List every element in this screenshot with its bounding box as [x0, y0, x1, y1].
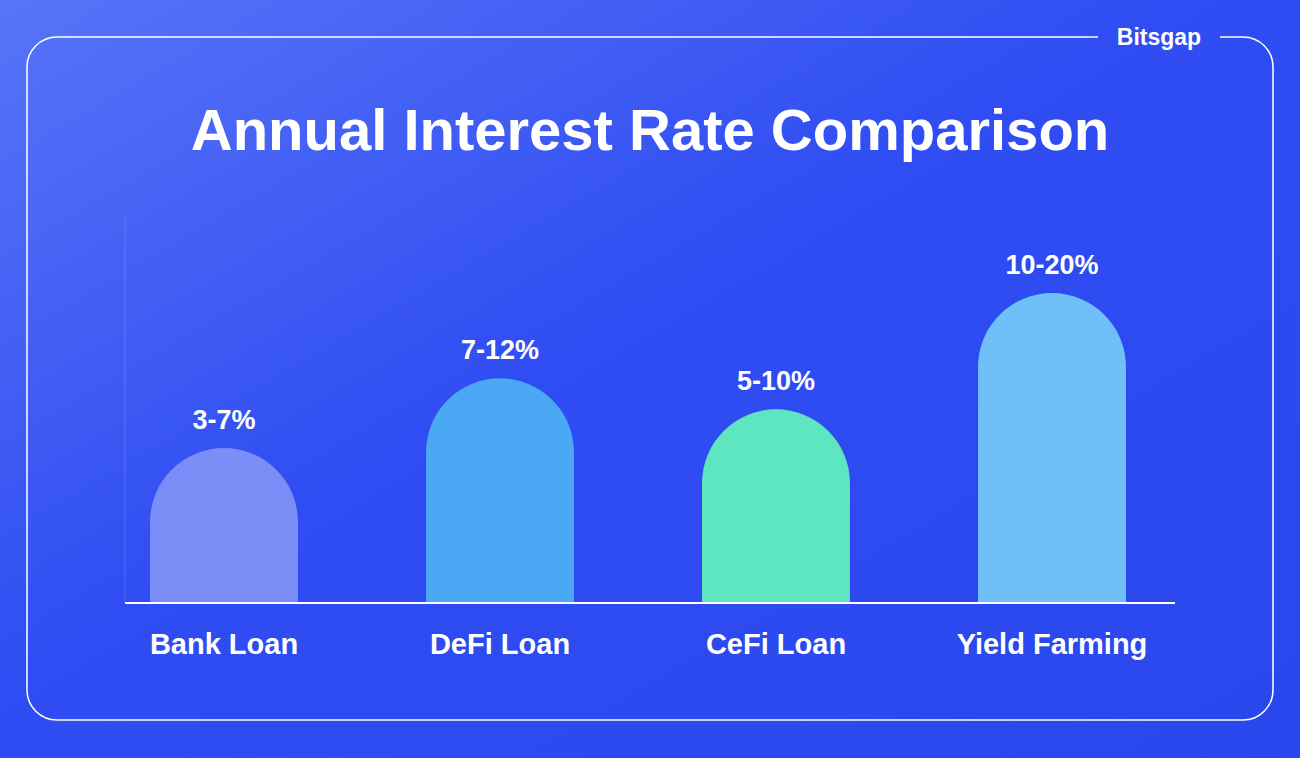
x-tick-label: DeFi Loan: [430, 628, 570, 660]
x-tick: Yield Farming: [957, 628, 1148, 660]
bar: [702, 409, 850, 603]
bar: [426, 378, 574, 603]
data-label: 10-20%: [1005, 250, 1098, 280]
data-label: 3-7%: [192, 405, 255, 435]
y-axis-line: [125, 216, 126, 604]
title: Annual Interest Rate Comparison: [191, 97, 1109, 162]
x-axis: Bank Loan DeFi Loan CeFi Loan Yield Farming: [125, 603, 1175, 660]
baseline: [125, 602, 1175, 604]
x-tick-label: Yield Farming: [957, 628, 1148, 660]
x-tick: DeFi Loan: [430, 628, 570, 660]
x-tick-label: CeFi Loan: [706, 628, 846, 660]
bars: [150, 293, 1126, 603]
brand: Bitsgap: [1117, 24, 1201, 50]
data-label: 7-12%: [461, 335, 539, 365]
data-labels: 3-7% 7-12% 5-10% 10-20%: [192, 250, 1098, 435]
bar: [978, 293, 1126, 603]
x-tick: Bank Loan: [150, 628, 298, 660]
bar: [150, 448, 298, 603]
background: [0, 0, 1300, 758]
frame: [27, 37, 1273, 720]
data-label: 5-10%: [737, 366, 815, 396]
x-tick: CeFi Loan: [706, 628, 846, 660]
chart: Bitsgap Annual Interest Rate Comparison 3-…: [0, 0, 1300, 758]
x-tick-label: Bank Loan: [150, 628, 298, 660]
